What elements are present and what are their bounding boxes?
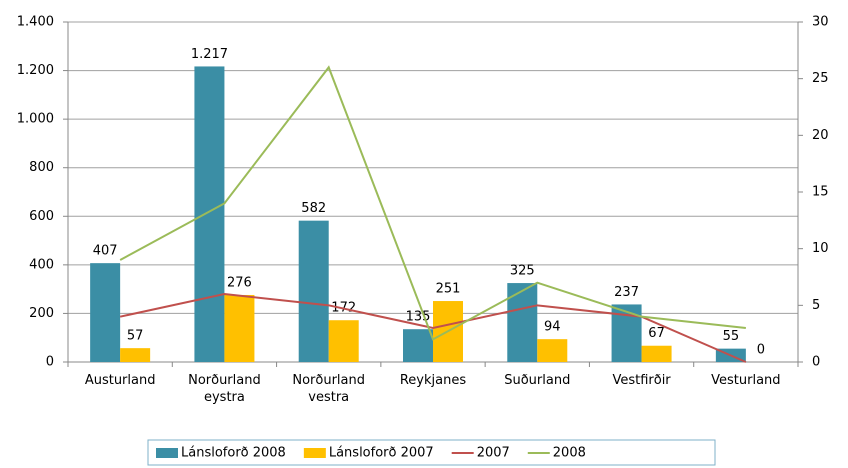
data-label: 1.217 <box>191 47 228 62</box>
bar <box>298 220 329 362</box>
data-label: 94 <box>544 320 561 335</box>
data-label: 251 <box>436 282 461 297</box>
x-tick-label: Vesturland <box>711 373 781 388</box>
y-tick-label: 600 <box>29 209 54 224</box>
data-label: 55 <box>723 329 740 344</box>
y2-tick-label: 15 <box>812 185 829 200</box>
legend-swatch <box>303 448 326 458</box>
bar <box>90 263 121 362</box>
x-tick-label: Norðurland vestra <box>292 373 366 405</box>
legend-label: 2007 <box>477 446 510 461</box>
x-tick-label: Austurland <box>84 373 156 388</box>
bar <box>641 345 672 362</box>
x-tick-label: Reykjanes <box>399 373 467 388</box>
data-label: 325 <box>510 264 535 279</box>
bar <box>328 320 359 362</box>
y-tick-label: 400 <box>29 257 54 272</box>
y-tick-label: 0 <box>46 355 54 370</box>
bar <box>120 348 151 362</box>
legend-label: Lánsloforð 2007 <box>329 446 434 461</box>
data-label: 67 <box>648 326 665 341</box>
data-label: 0 <box>757 343 765 358</box>
y2-tick-label: 5 <box>812 298 820 313</box>
data-label: 135 <box>406 310 431 325</box>
bar <box>537 339 568 362</box>
x-tick-label: Vestfirðir <box>612 373 671 388</box>
y2-tick-label: 20 <box>812 128 829 143</box>
y-tick-label: 800 <box>29 160 54 175</box>
y-tick-label: 1.200 <box>17 63 54 78</box>
y2-tick-label: 0 <box>812 355 820 370</box>
bar <box>194 66 225 362</box>
data-label: 57 <box>127 329 144 344</box>
x-tick-label: Norðurland eystra <box>188 373 261 405</box>
y2-tick-label: 25 <box>812 71 829 86</box>
legend-swatch <box>156 448 178 458</box>
legend-label: Lánsloforð 2008 <box>181 446 286 461</box>
data-label: 407 <box>93 244 118 259</box>
bar <box>403 329 433 362</box>
y-tick-label: 1.400 <box>17 15 54 30</box>
line-series <box>119 65 746 341</box>
y2-tick-label: 10 <box>812 241 829 256</box>
y-tick-label: 1.000 <box>17 112 54 127</box>
y-tick-label: 200 <box>29 306 54 321</box>
legend-box <box>147 439 716 466</box>
x-tick-label: Suðurland <box>504 373 571 388</box>
bar <box>224 294 255 362</box>
y2-tick-label: 30 <box>812 15 829 30</box>
bar <box>507 283 538 362</box>
data-label: 237 <box>614 285 639 300</box>
data-label: 276 <box>227 275 252 290</box>
data-label: 582 <box>301 201 326 216</box>
legend-label: 2008 <box>553 446 586 461</box>
